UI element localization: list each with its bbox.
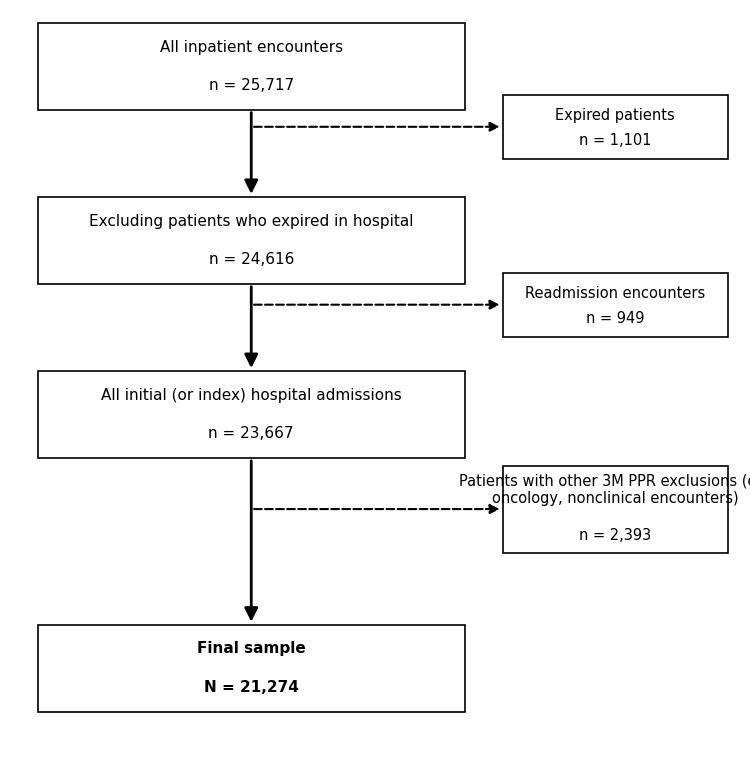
- Text: n = 949: n = 949: [586, 311, 644, 326]
- Text: N = 21,274: N = 21,274: [204, 680, 298, 695]
- Text: n = 23,667: n = 23,667: [209, 426, 294, 441]
- Bar: [38, 197, 465, 284]
- Bar: [503, 466, 728, 553]
- Text: n = 24,616: n = 24,616: [209, 252, 294, 267]
- Text: All initial (or index) hospital admissions: All initial (or index) hospital admissio…: [100, 388, 402, 403]
- Bar: [503, 273, 728, 337]
- Text: n = 25,717: n = 25,717: [209, 78, 294, 93]
- Text: Patients with other 3M PPR exclusions (eg,
oncology, nonclinical encounters): Patients with other 3M PPR exclusions (e…: [459, 474, 750, 506]
- Bar: [38, 23, 465, 110]
- Text: Final sample: Final sample: [196, 641, 306, 656]
- Text: n = 1,101: n = 1,101: [579, 133, 651, 148]
- Text: Expired patients: Expired patients: [555, 108, 675, 123]
- Bar: [503, 95, 728, 159]
- Bar: [38, 371, 465, 458]
- Text: All inpatient encounters: All inpatient encounters: [160, 39, 343, 55]
- Text: Readmission encounters: Readmission encounters: [525, 286, 705, 301]
- Text: n = 2,393: n = 2,393: [579, 528, 651, 543]
- Text: Excluding patients who expired in hospital: Excluding patients who expired in hospit…: [89, 213, 413, 229]
- Bar: [38, 625, 465, 712]
